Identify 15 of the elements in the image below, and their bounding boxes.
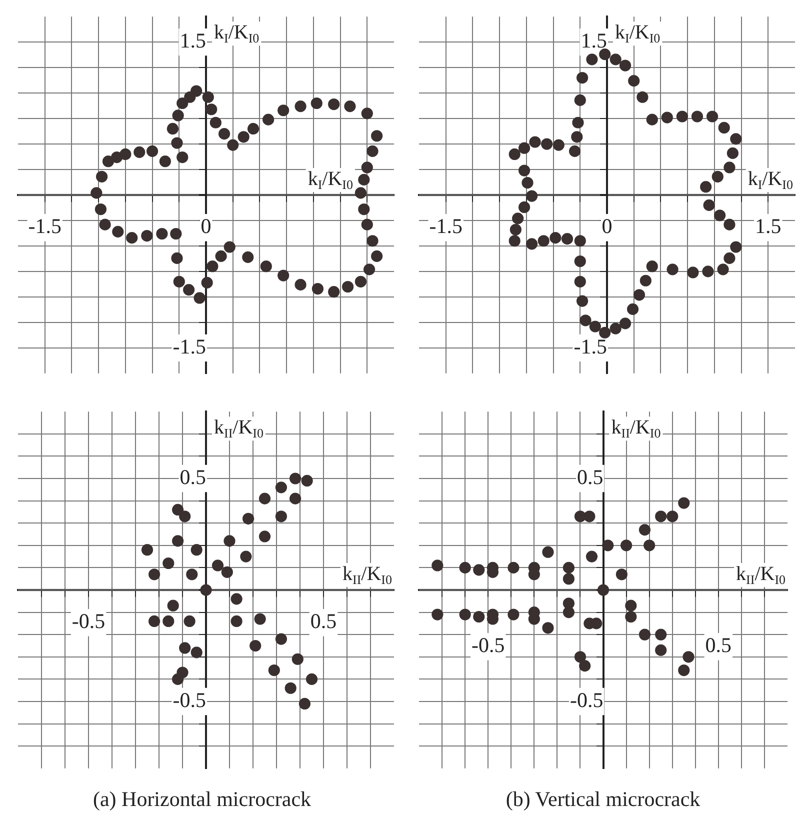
- x-tick-label: -1.5: [429, 214, 462, 238]
- text: (b) Vertical microcrack: [504, 787, 702, 812]
- x-tick-label: 0: [200, 214, 212, 238]
- x-tick-label: 1.5: [755, 214, 782, 238]
- y-tick-label: -1.5: [574, 334, 607, 358]
- y-tick-label: 1.5: [580, 28, 607, 53]
- y-tick-label: 0.5: [577, 465, 604, 490]
- y-tick-label: 0.5: [180, 465, 206, 490]
- y-tick-label: -0.5: [172, 688, 206, 712]
- y-tick-label: 1.5: [180, 28, 206, 53]
- x-tick-label: -1.5: [28, 214, 62, 238]
- x-tick-label: 0: [602, 214, 612, 238]
- text: (a) Horizontal microcrack: [92, 787, 312, 812]
- y-tick-label: -0.5: [570, 688, 604, 712]
- y-tick-label: -1.5: [172, 334, 206, 358]
